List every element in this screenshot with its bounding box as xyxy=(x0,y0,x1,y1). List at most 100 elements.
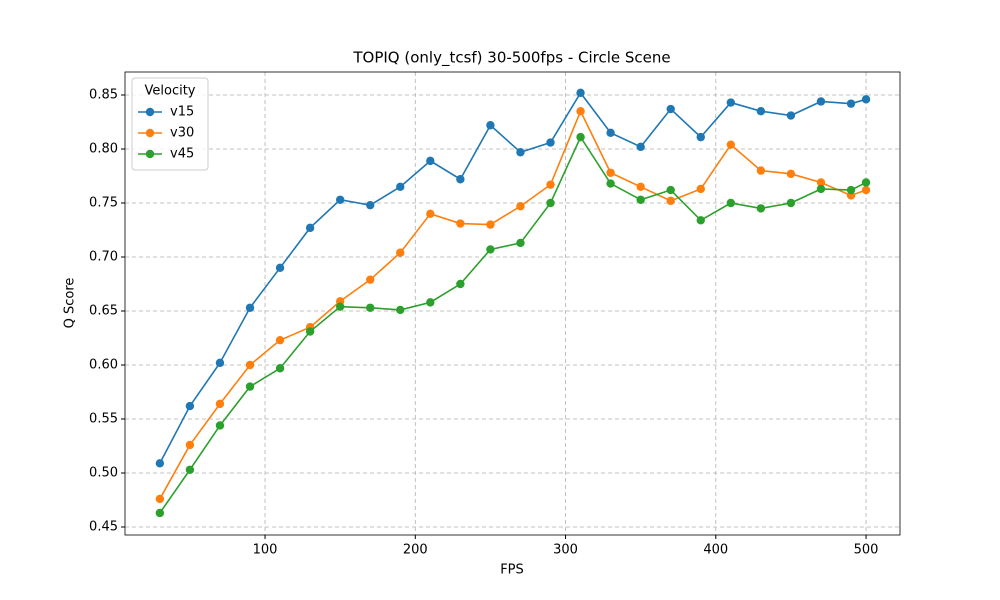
data-point xyxy=(245,360,255,370)
data-point xyxy=(396,305,405,315)
x-tick-label: 500 xyxy=(854,543,879,558)
data-point xyxy=(576,88,585,98)
data-point xyxy=(305,223,315,233)
data-point xyxy=(215,399,225,409)
data-point xyxy=(546,138,555,147)
data-point xyxy=(245,303,255,312)
data-point xyxy=(816,184,826,194)
data-point xyxy=(696,216,705,225)
data-point xyxy=(185,440,195,450)
data-point xyxy=(516,202,525,211)
data-point xyxy=(396,248,405,257)
legend-label: v30 xyxy=(170,126,194,141)
data-point xyxy=(816,97,826,106)
data-point xyxy=(696,132,705,142)
data-point xyxy=(576,132,585,142)
y-tick-label: 0.45 xyxy=(89,520,118,535)
data-point xyxy=(486,220,495,229)
data-point xyxy=(366,303,375,312)
y-tick-label: 0.75 xyxy=(89,196,118,211)
data-point xyxy=(756,204,766,213)
y-tick-label: 0.70 xyxy=(89,250,118,265)
data-point xyxy=(516,148,525,157)
data-point xyxy=(456,279,465,289)
data-point xyxy=(816,178,826,187)
data-point xyxy=(666,185,675,195)
data-point xyxy=(335,195,345,204)
data-point xyxy=(606,168,615,177)
data-point xyxy=(726,140,736,149)
y-tick-label: 0.65 xyxy=(89,304,118,319)
data-point xyxy=(426,209,435,219)
data-point xyxy=(636,195,645,204)
data-point xyxy=(275,364,285,373)
series-line xyxy=(159,135,867,514)
data-point xyxy=(786,169,796,179)
data-point xyxy=(275,263,285,273)
y-tick-label: 0.50 xyxy=(89,466,118,481)
data-point xyxy=(366,200,375,210)
data-point xyxy=(861,178,871,187)
data-point xyxy=(606,128,615,138)
y-tick-label: 0.85 xyxy=(89,88,118,103)
legend-title: Velocity xyxy=(145,84,196,99)
data-point xyxy=(846,185,856,195)
data-point xyxy=(456,219,465,228)
legend-marker xyxy=(145,107,155,117)
data-point xyxy=(516,238,525,248)
data-point xyxy=(155,494,165,504)
legend-label: v45 xyxy=(170,147,194,162)
data-point xyxy=(335,302,345,311)
data-point xyxy=(636,182,645,192)
data-point xyxy=(396,182,405,192)
data-point xyxy=(366,275,375,284)
legend-marker xyxy=(145,149,155,159)
data-point xyxy=(861,185,871,195)
data-point xyxy=(666,196,675,206)
data-point xyxy=(305,327,315,336)
data-point xyxy=(846,99,856,108)
data-point xyxy=(696,184,705,194)
legend-marker xyxy=(145,128,155,138)
data-point xyxy=(426,156,435,166)
data-point xyxy=(726,98,736,107)
data-point xyxy=(861,95,871,104)
data-point xyxy=(426,298,435,307)
y-tick-label: 0.80 xyxy=(89,142,118,157)
legend-box xyxy=(131,77,209,171)
data-point xyxy=(786,111,796,120)
chart-title: TOPIQ (only_tcsf) 30-500fps - Circle Sce… xyxy=(352,49,670,68)
data-point xyxy=(636,142,645,152)
x-tick-label: 400 xyxy=(703,543,728,558)
plot-frame xyxy=(124,71,901,536)
data-point xyxy=(726,198,736,208)
data-point xyxy=(275,335,285,345)
y-axis-label: Q Score xyxy=(63,278,78,329)
data-point xyxy=(786,198,796,208)
data-point xyxy=(456,175,465,184)
series-line xyxy=(159,91,867,464)
y-tick-label: 0.55 xyxy=(89,412,118,427)
data-point xyxy=(756,166,766,175)
data-point xyxy=(666,104,675,114)
data-point xyxy=(546,198,555,208)
x-tick-label: 300 xyxy=(553,543,578,558)
data-point xyxy=(576,107,585,116)
data-point xyxy=(185,465,195,474)
x-axis-label: FPS xyxy=(500,563,524,578)
x-tick-label: 200 xyxy=(403,543,428,558)
data-point xyxy=(546,180,555,189)
data-point xyxy=(185,401,195,411)
data-point xyxy=(486,121,495,130)
data-point xyxy=(215,358,225,368)
data-point xyxy=(486,245,495,254)
legend-label: v15 xyxy=(170,105,194,120)
x-tick-label: 100 xyxy=(253,543,278,558)
data-point xyxy=(155,508,165,518)
y-tick-label: 0.60 xyxy=(89,358,118,373)
data-point xyxy=(155,459,165,468)
data-point xyxy=(215,421,225,430)
data-point xyxy=(756,107,766,116)
data-point xyxy=(245,382,255,391)
